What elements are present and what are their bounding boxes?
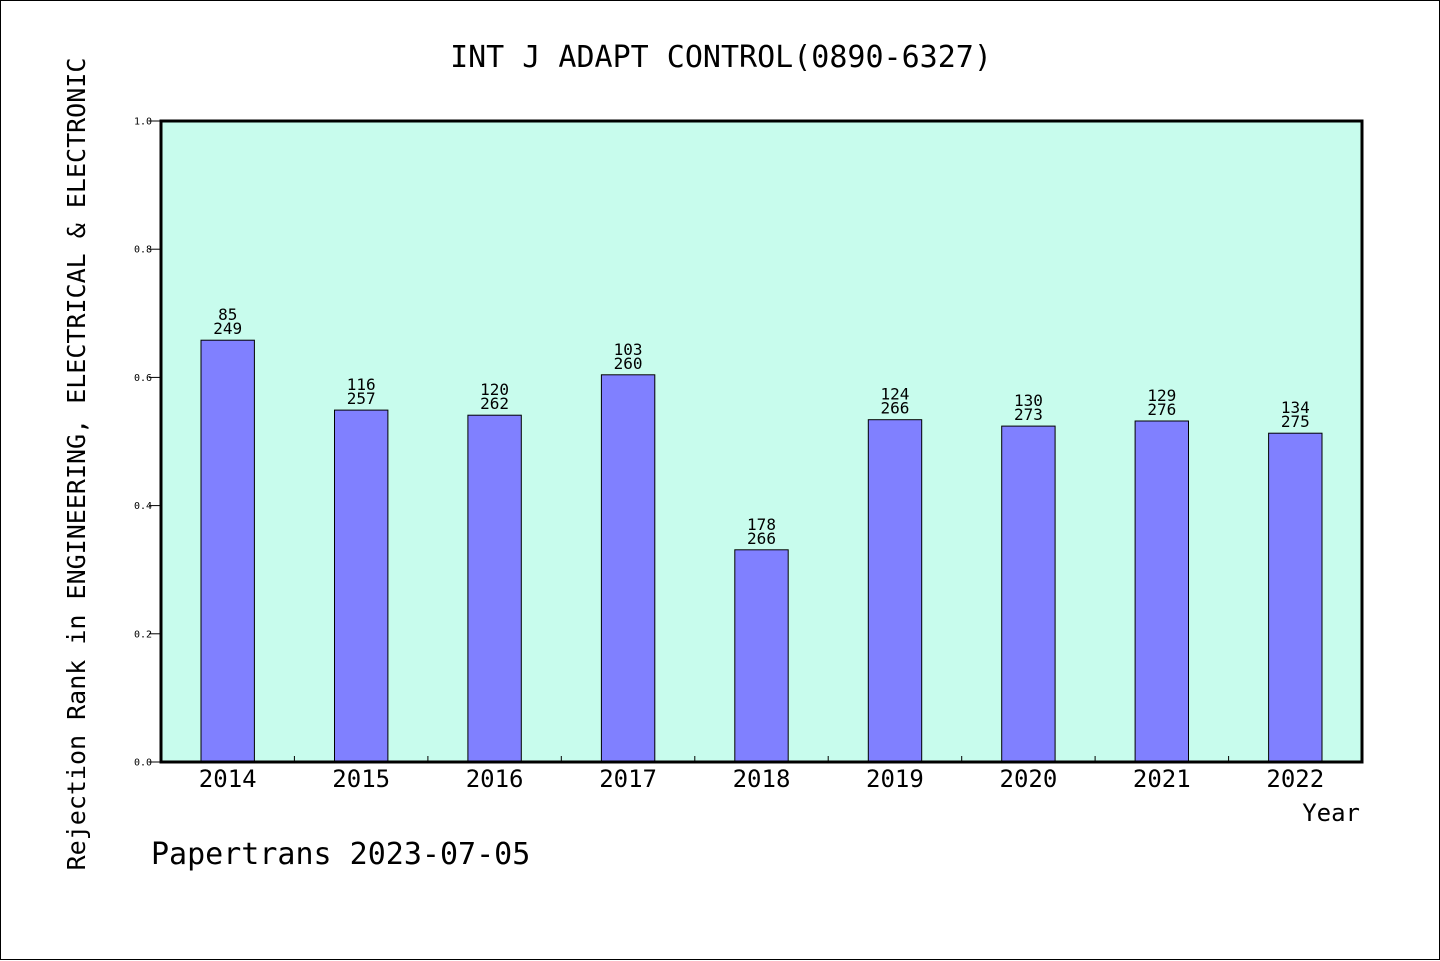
y-tick-label: 0.4: [134, 501, 152, 512]
bar-total-label-2017: 260: [614, 354, 643, 373]
x-tick-label-2018: 2018: [733, 765, 791, 793]
x-tick-label-2017: 2017: [599, 765, 657, 793]
bar-2021: [1134, 420, 1189, 763]
bar-rank-label-2020: 130: [1014, 391, 1043, 410]
bar-rank-label-2014: 85: [218, 305, 237, 324]
y-axis: 0.0 0.2 0.4 0.6 0.8 1.0: [134, 117, 161, 769]
footer-credit: Papertrans 2023-07-05: [151, 837, 530, 872]
bar-rank-label-2019: 124: [880, 385, 909, 404]
y-axis-label: Rejection Rank in ENGINEERING, ELECTRICA…: [62, 58, 91, 871]
bar-2018: [734, 549, 789, 763]
bar-2014: [200, 339, 255, 763]
bar-rank-label-2021: 129: [1147, 386, 1176, 405]
y-tick-label: 1.0: [134, 117, 152, 128]
bar-rank-label-2022: 134: [1281, 398, 1310, 417]
bar-2020: [1001, 425, 1056, 763]
bar-rank-label-2015: 116: [347, 375, 376, 394]
y-tick-label: 0.8: [134, 245, 152, 256]
x-axis-label: Year: [1302, 799, 1360, 827]
x-tick-label-2015: 2015: [332, 765, 390, 793]
y-tick-label: 0.0: [134, 758, 152, 769]
x-tick-label-2014: 2014: [199, 765, 257, 793]
x-tick-label-2022: 2022: [1266, 765, 1324, 793]
bar-rank-label-2017: 103: [614, 340, 643, 359]
bar-total-label-2014: 249: [213, 319, 242, 338]
x-tick-label-2020: 2020: [1000, 765, 1058, 793]
bars-group: [200, 339, 1323, 763]
bar-2019: [867, 419, 923, 763]
chart-title: INT J ADAPT CONTROL(0890-6327): [450, 40, 992, 75]
y-tick-label: 0.2: [134, 629, 152, 640]
bar-total-label-2020: 273: [1014, 405, 1043, 424]
bar-rank-label-2018: 178: [747, 515, 776, 534]
bar-total-label-2022: 275: [1281, 412, 1310, 431]
bar-2017: [600, 374, 656, 763]
bar-2022: [1268, 432, 1323, 763]
x-tick-label-2016: 2016: [466, 765, 524, 793]
bar-rank-label-2016: 120: [480, 380, 509, 399]
x-axis: 2014 2015 2016 2017 2018 2019 2020 2021 2022: [199, 756, 1324, 793]
x-tick-label-2021: 2021: [1133, 765, 1191, 793]
x-tick-label-2019: 2019: [866, 765, 924, 793]
plot-border: [159, 119, 1364, 764]
bar-2015: [334, 409, 389, 763]
bar-total-label-2015: 257: [347, 389, 376, 408]
bar-total-label-2018: 266: [747, 529, 776, 548]
bar-2016: [467, 414, 522, 763]
bar-total-label-2019: 266: [880, 399, 909, 418]
bar-total-label-2021: 276: [1147, 400, 1176, 419]
bar-total-label-2016: 262: [480, 394, 509, 413]
y-tick-label: 0.6: [134, 373, 152, 384]
